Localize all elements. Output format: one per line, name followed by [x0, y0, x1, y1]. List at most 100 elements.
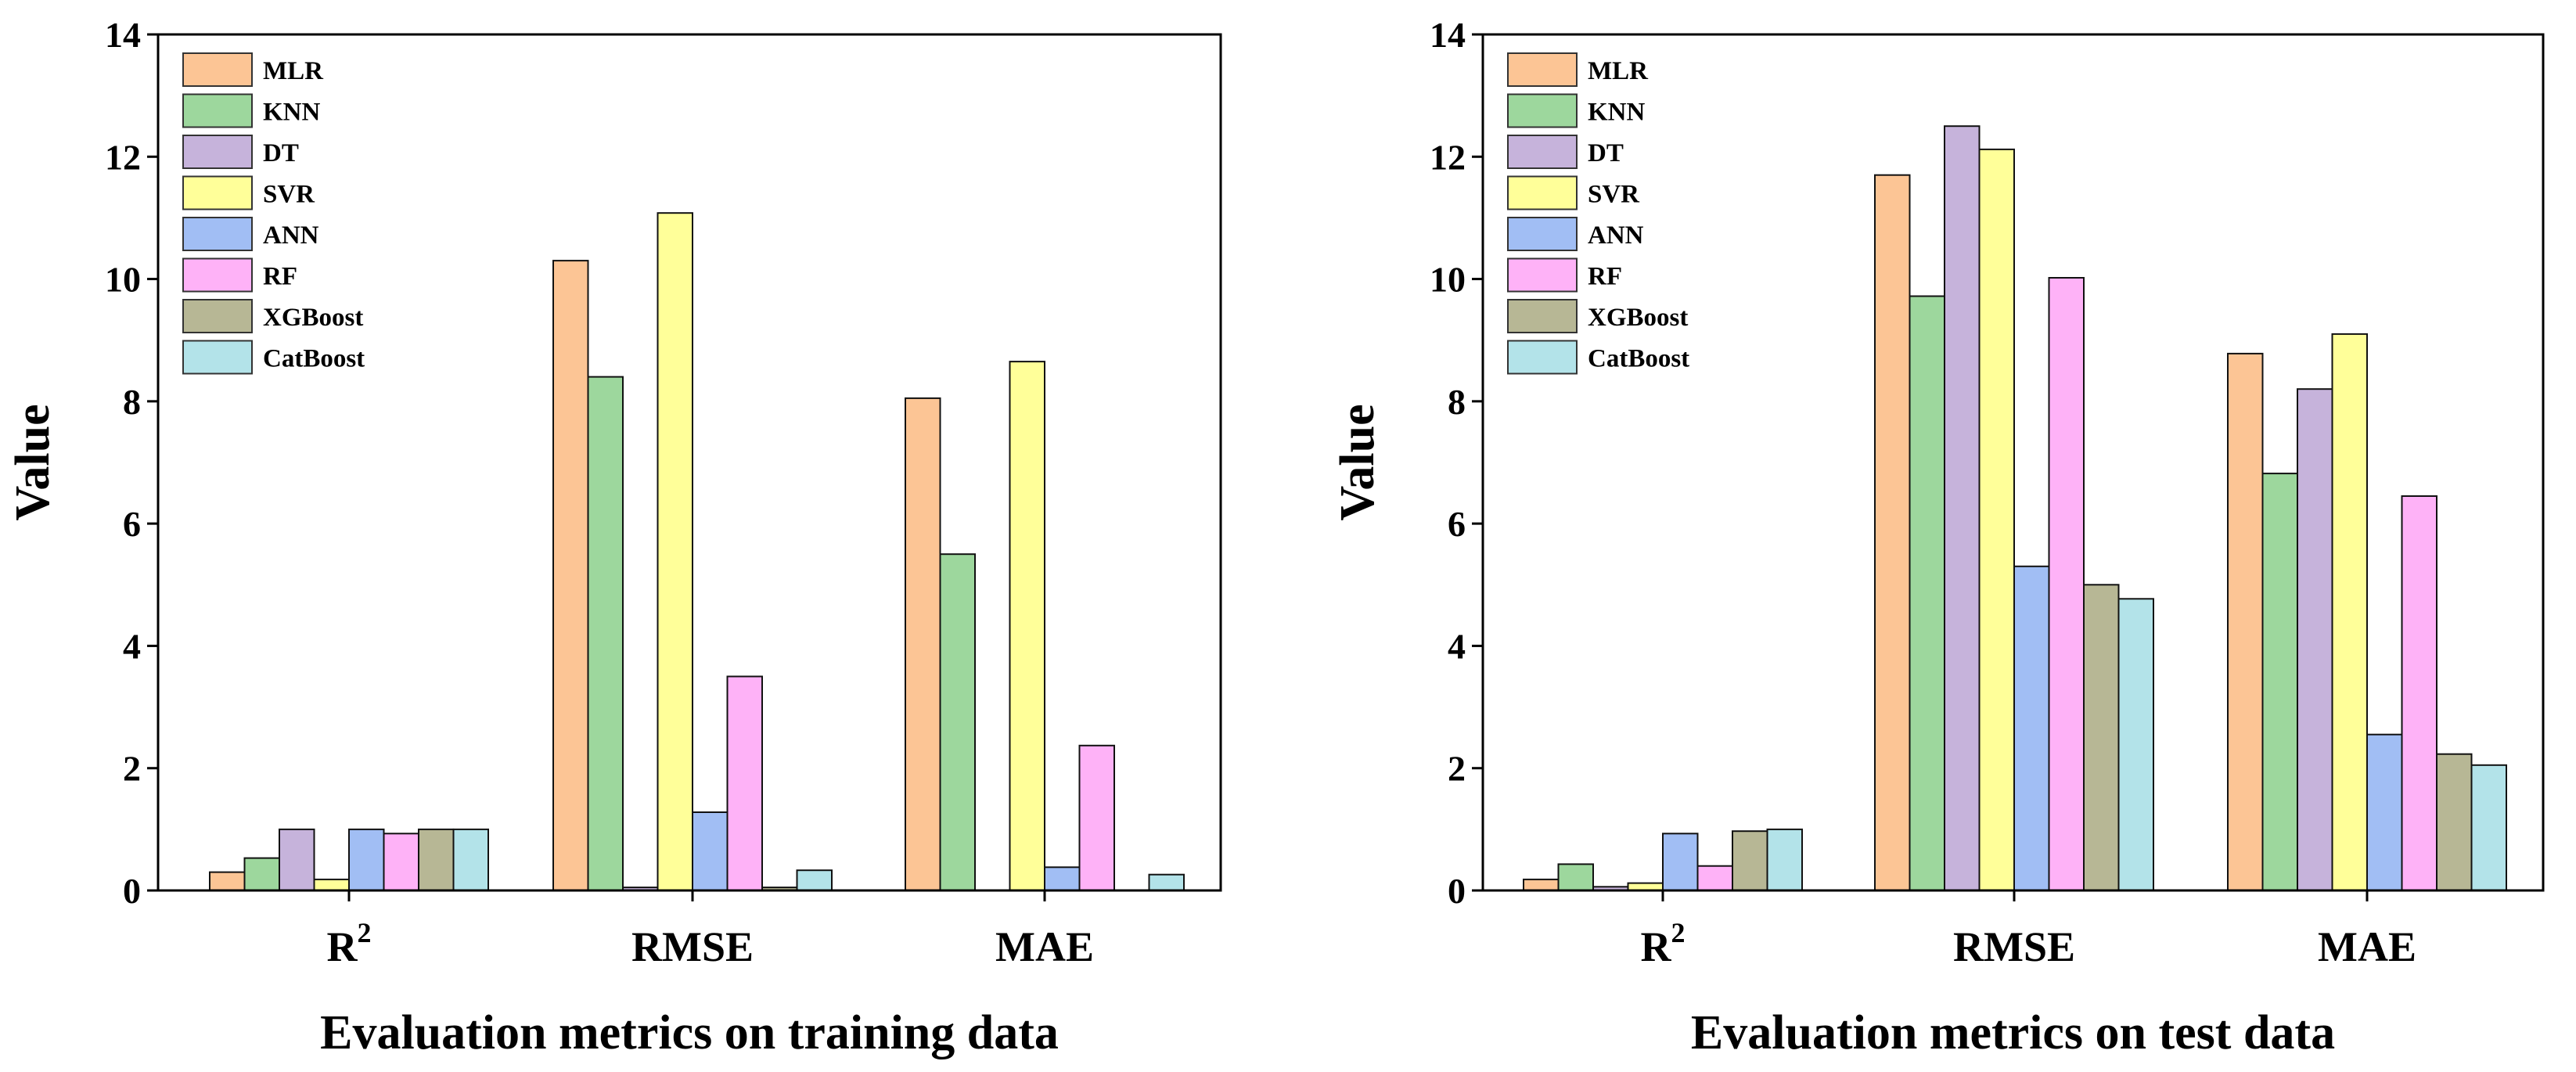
bar-catboost-mae [1148, 873, 1185, 891]
bar-knn-mae [939, 553, 976, 891]
y-tick-label: 6 [123, 504, 141, 544]
y-tick-label: 10 [1430, 260, 1466, 300]
legend-label-catboost: CatBoost [1588, 345, 1689, 373]
bar-xgboost-r2 [418, 828, 455, 892]
legend-label-rf: RF [263, 263, 297, 291]
y-tick-label: 2 [123, 749, 141, 789]
bar-dt-mae [2297, 388, 2333, 891]
y-tick-label: 8 [123, 382, 141, 422]
bar-mlr-r2 [209, 871, 246, 891]
y-axis-label: Value [1331, 404, 1384, 520]
legend-swatch-rf [182, 257, 253, 293]
legend-swatch-ann [182, 217, 253, 251]
bar-mlr-rmse [1874, 174, 1911, 891]
plot-frame [157, 33, 1222, 892]
y-tick-label: 0 [123, 871, 141, 911]
bar-dt-rmse [1944, 125, 1981, 891]
legend-label-xgboost: XGBoost [263, 304, 363, 332]
bar-knn-rmse [1909, 295, 1945, 891]
bar-svr-rmse [1978, 148, 2015, 891]
bar-ann-rmse [2013, 565, 2050, 891]
legend-swatch-catboost [182, 340, 253, 375]
bar-mlr-rmse [552, 260, 589, 892]
bar-mlr-r2 [1523, 878, 1560, 892]
y-tick-label: 14 [1430, 15, 1466, 55]
x-tick-label: R2 [327, 917, 372, 970]
bar-ann-mae [1044, 866, 1081, 892]
legend-swatch-dt [1507, 135, 1578, 169]
chart-panel-1: 0 2 4 6 8 10 12 14 R2 RMSE MAE Value Evaluation metr… [6, 15, 1222, 1059]
y-tick-label: 0 [1448, 871, 1466, 911]
bar-rf-rmse [2048, 277, 2085, 891]
bar-knn-r2 [1557, 863, 1594, 892]
bar-svr-mae [2331, 333, 2368, 891]
bar-catboost-rmse [2117, 598, 2154, 891]
legend-swatch-ann [1507, 217, 1578, 251]
bar-catboost-mae [2470, 764, 2507, 891]
y-tick-label: 6 [1448, 504, 1466, 544]
bar-rf-r2 [1696, 865, 1733, 891]
y-tick-label: 4 [1448, 626, 1466, 666]
legend-swatch-xgboost [1507, 299, 1578, 333]
bar-ann-r2 [348, 828, 385, 892]
bar-catboost-rmse [796, 869, 833, 891]
y-tick-label: 12 [105, 137, 141, 177]
bar-knn-r2 [243, 857, 280, 891]
x-axis-label: Evaluation metrics on test data [1691, 1006, 2335, 1059]
x-tick-label: MAE [2318, 923, 2416, 970]
bar-ann-r2 [1662, 833, 1699, 892]
legend-label-mlr: MLR [1588, 57, 1649, 85]
bar-ann-rmse [692, 811, 729, 891]
legend-label-rf: RF [1588, 263, 1622, 291]
legend-swatch-knn [182, 93, 253, 128]
bar-rf-rmse [726, 675, 763, 891]
bar-knn-mae [2261, 473, 2298, 891]
legend-label-svr: SVR [263, 181, 315, 209]
x-axis-label: Evaluation metrics on training data [320, 1006, 1059, 1059]
x-tick-label: MAE [995, 923, 1094, 970]
bar-svr-mae [1009, 361, 1045, 892]
y-tick-label: 12 [1430, 137, 1466, 177]
legend-label-knn: KNN [263, 99, 321, 127]
y-tick-label: 8 [1448, 382, 1466, 422]
legend-label-dt: DT [263, 139, 299, 167]
legend: MLR KNN DT SVR ANN RF XGBoost CatBoost [182, 52, 365, 375]
legend-swatch-rf [1507, 257, 1578, 293]
bar-xgboost-rmse [2083, 584, 2120, 891]
legend-label-xgboost: XGBoost [1588, 304, 1688, 332]
bar-svr-rmse [657, 212, 693, 891]
x-tick-label: RMSE [1953, 923, 2075, 970]
legend-swatch-svr [1507, 175, 1578, 210]
y-tick-label: 14 [105, 15, 141, 55]
x-tick-label: RMSE [631, 923, 754, 970]
legend-label-knn: KNN [1588, 99, 1646, 127]
x-tick-label: R2 [1641, 917, 1686, 970]
bar-knn-rmse [587, 376, 624, 892]
bar-mlr-mae [2227, 352, 2264, 891]
legend-swatch-knn [1507, 93, 1578, 128]
legend-swatch-mlr [1507, 52, 1578, 87]
legend-label-svr: SVR [1588, 181, 1640, 209]
legend-label-ann: ANN [1588, 221, 1644, 250]
y-tick-label: 10 [105, 260, 141, 300]
legend-swatch-svr [182, 175, 253, 210]
bar-rf-mae [1078, 744, 1115, 891]
bar-catboost-r2 [452, 828, 489, 892]
bar-dt-r2 [279, 828, 315, 892]
bar-svr-r2 [313, 878, 350, 892]
bar-rf-mae [2401, 495, 2437, 891]
bar-xgboost-r2 [1732, 830, 1768, 891]
legend-label-mlr: MLR [263, 57, 324, 85]
y-tick-label: 2 [1448, 749, 1466, 789]
bar-ann-mae [2366, 733, 2403, 892]
bar-catboost-r2 [1766, 828, 1803, 892]
legend-label-ann: ANN [263, 221, 319, 250]
legend-swatch-catboost [1507, 340, 1578, 375]
legend-label-catboost: CatBoost [263, 345, 365, 373]
y-tick-label: 4 [123, 626, 141, 666]
legend-swatch-xgboost [182, 299, 253, 333]
bar-rf-r2 [383, 833, 419, 892]
legend-swatch-dt [182, 135, 253, 169]
legend: MLR KNN DT SVR ANN RF XGBoost CatBoost [1507, 52, 1689, 375]
